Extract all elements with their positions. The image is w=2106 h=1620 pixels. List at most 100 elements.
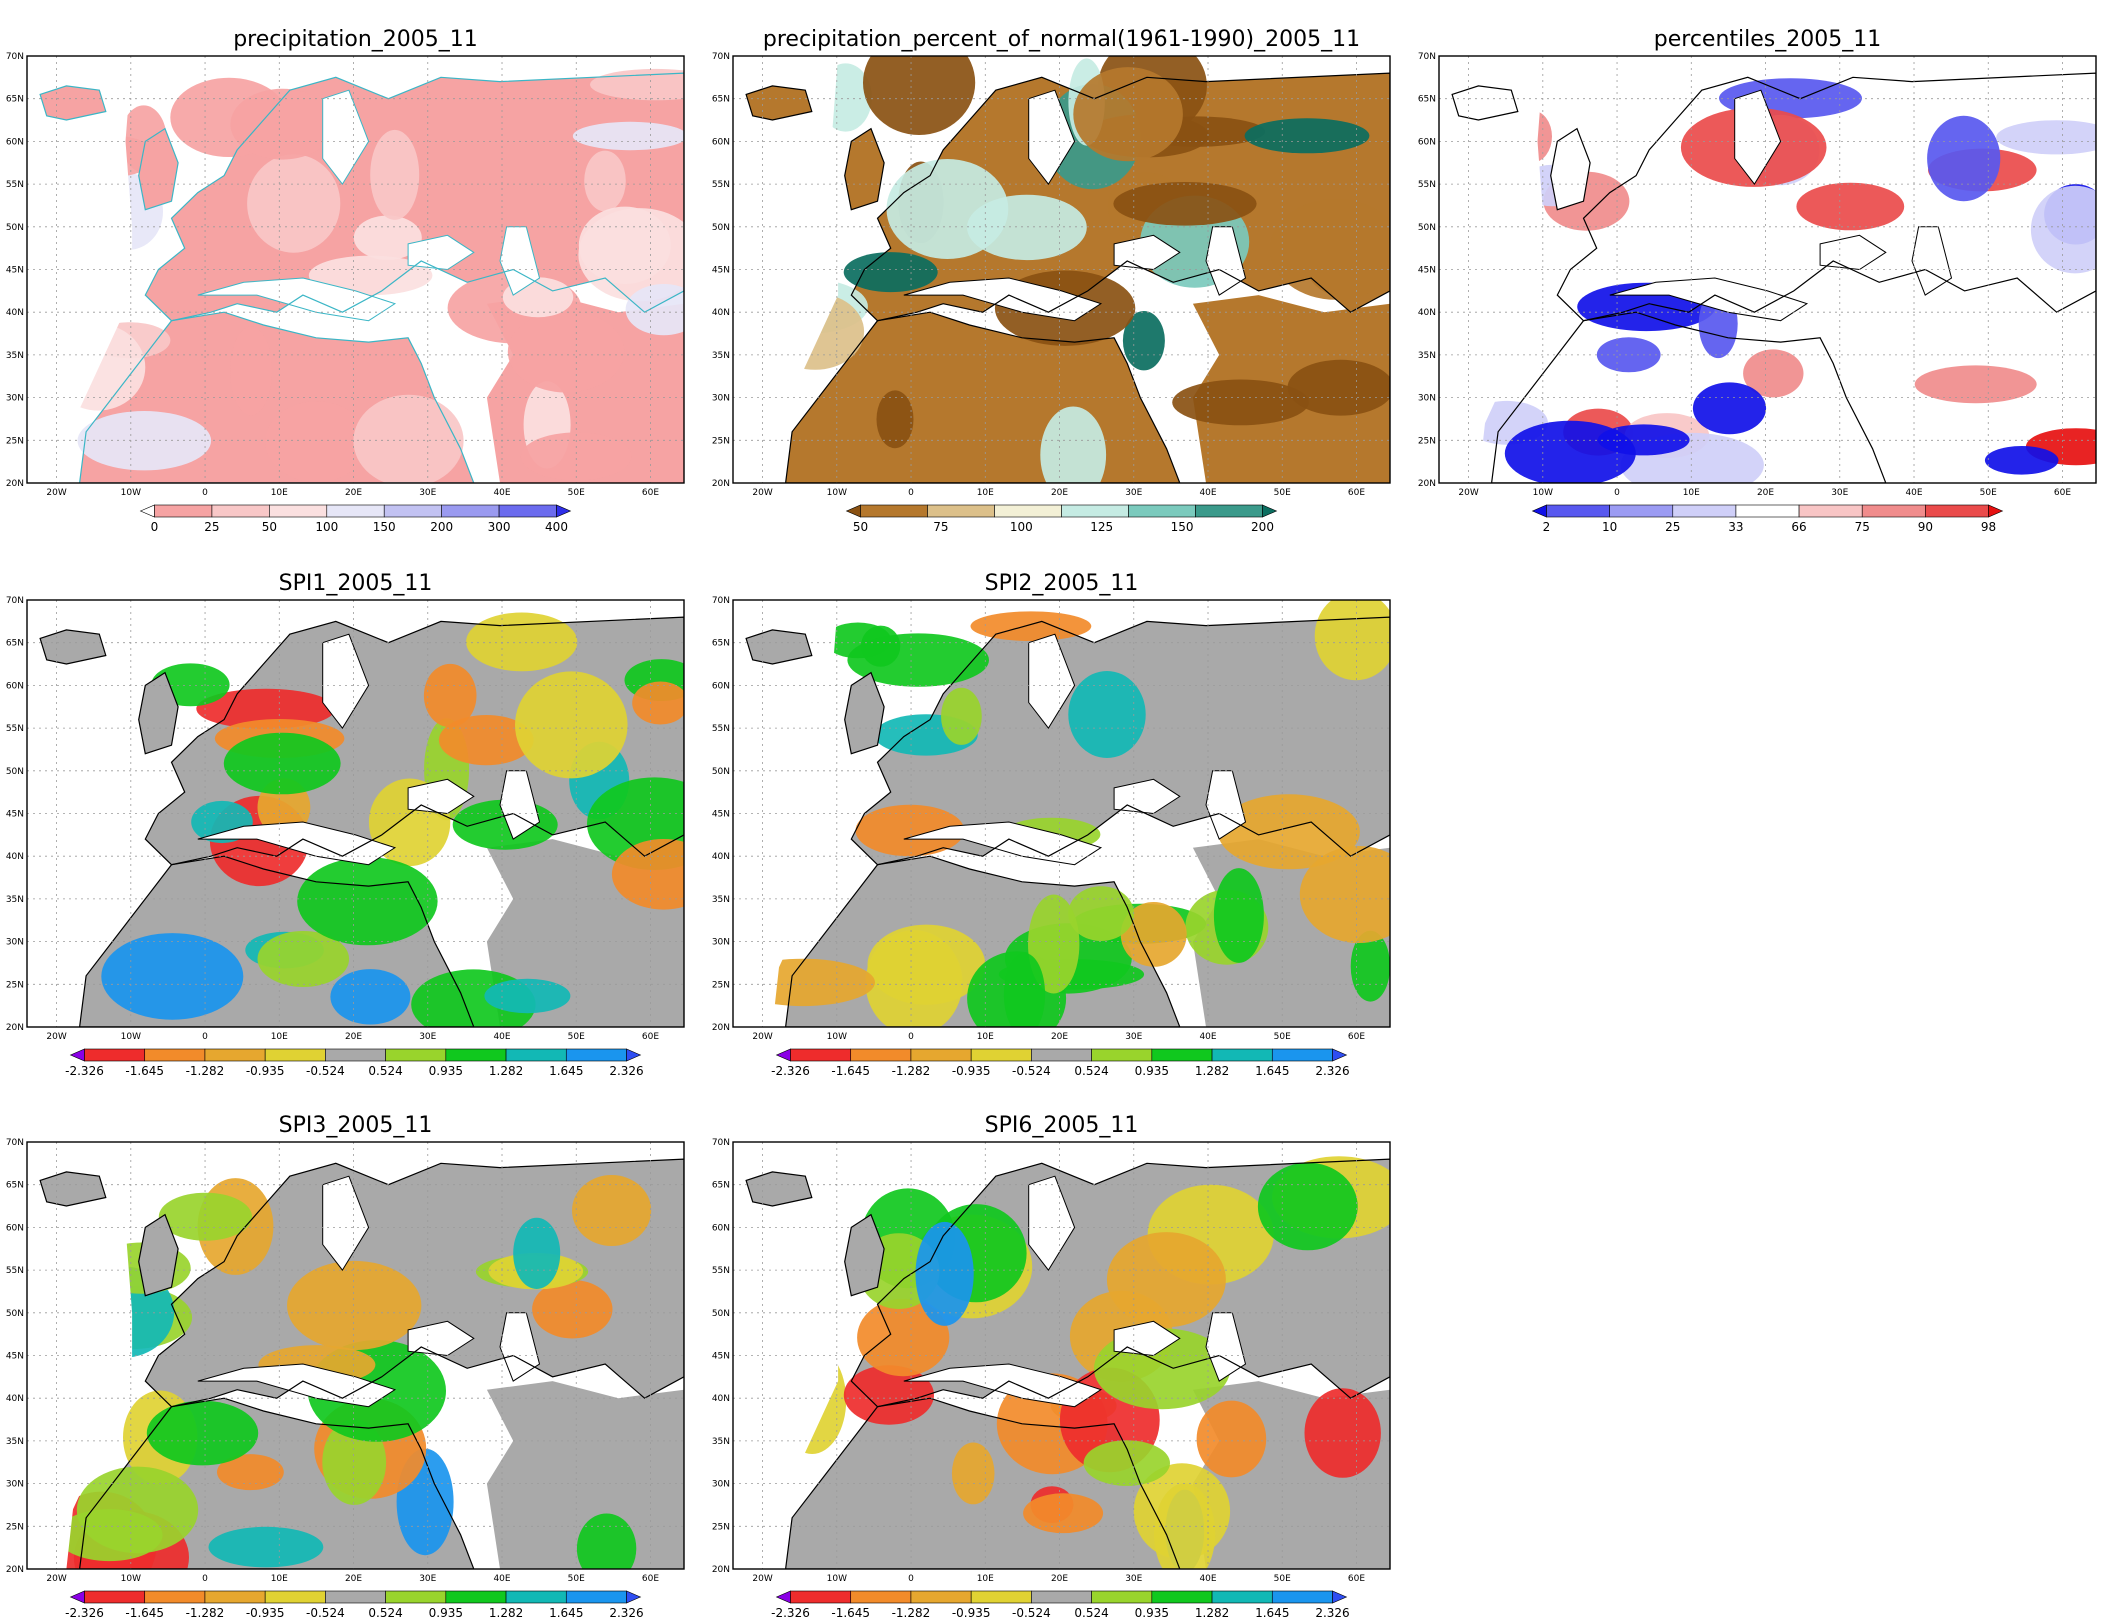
lat-tick-label: 45N	[6, 810, 24, 820]
colorbar-label: 33	[1728, 520, 1743, 534]
lat-tick-label: 20N	[6, 1023, 24, 1033]
lat-tick-label: 35N	[1418, 351, 1436, 361]
colorbar-swatch	[264, 1048, 326, 1062]
colorbar-swatch	[1091, 1048, 1153, 1062]
map-frame	[732, 599, 1391, 1028]
colorbar-swatch	[1211, 1048, 1273, 1062]
lat-tick-label: 20N	[712, 479, 730, 489]
colorbar-swatch	[1861, 504, 1926, 518]
lon-tick-label: 60E	[1348, 1032, 1365, 1042]
map-frame	[732, 1141, 1391, 1570]
colorbar-swatch	[1195, 504, 1263, 518]
colorbar-swatch	[441, 504, 500, 518]
colorbar-swatch	[264, 1590, 326, 1604]
lon-tick-label: 30E	[1125, 1032, 1142, 1042]
lat-tick-label: 55N	[712, 180, 730, 190]
colorbar-label: -0.935	[246, 1606, 285, 1620]
colorbar-label: 0.524	[368, 1064, 402, 1078]
lat-tick-label: 30N	[6, 938, 24, 948]
colorbar-swatch	[1271, 1590, 1333, 1604]
colorbar-swatch	[565, 1590, 627, 1604]
lat-tick-label: 50N	[6, 767, 24, 777]
colorbar-swatch	[565, 1048, 627, 1062]
lat-tick-label: 35N	[6, 895, 24, 905]
lat-tick-label: 30N	[6, 394, 24, 404]
colorbar-swatch	[790, 1048, 852, 1062]
map-frame	[26, 599, 685, 1028]
colorbar: 50 75 100 125 150 200	[845, 504, 1278, 534]
lat-tick-label: 30N	[712, 394, 730, 404]
colorbar-label: 25	[1665, 520, 1680, 534]
lon-tick-label: 40E	[1905, 488, 1922, 498]
lat-tick-label: 20N	[1418, 479, 1436, 489]
colorbar-swatch	[445, 1590, 507, 1604]
lat-tick-label: 60N	[6, 1223, 24, 1233]
colorbar-label: 90	[1918, 520, 1933, 534]
colorbar-label: 75	[1855, 520, 1870, 534]
lon-tick-label: 20W	[46, 488, 66, 498]
colorbar: -2.326 -1.645 -1.282 -0.935 -0.524 0.524 0.935…	[771, 1590, 1350, 1620]
colorbar-label: -1.282	[186, 1064, 225, 1078]
colorbar-swatch	[385, 1048, 447, 1062]
lon-tick-label: 10E	[271, 488, 288, 498]
colorbar-label: 2.326	[609, 1606, 643, 1620]
lat-tick-label: 55N	[1418, 180, 1436, 190]
colorbar-arrow-high	[626, 1048, 642, 1062]
lon-tick-label: 0	[908, 488, 914, 498]
colorbar-swatch	[1061, 504, 1129, 518]
panel-title: precipitation_2005_11	[233, 27, 478, 52]
colorbar-swatch	[498, 504, 557, 518]
lat-tick-label: 55N	[6, 1266, 24, 1276]
lat-tick-label: 25N	[712, 436, 730, 446]
colorbar-swatch	[204, 1590, 266, 1604]
map-field	[1439, 56, 2096, 483]
colorbar-label: 200	[1251, 520, 1274, 534]
lon-tick-label: 30E	[1125, 488, 1142, 498]
colorbar-arrow-low	[1531, 504, 1547, 518]
lat-tick-label: 40N	[712, 1394, 730, 1404]
lon-tick-label: 50E	[1274, 1574, 1291, 1584]
colorbar-swatch	[1798, 504, 1863, 518]
lon-tick-label: 30E	[419, 1032, 436, 1042]
colorbar-label: -2.326	[771, 1606, 810, 1620]
colorbar-arrow-low	[775, 1590, 791, 1604]
lon-tick-label: 10W	[121, 1574, 141, 1584]
colorbar-swatch	[1031, 1048, 1092, 1062]
colorbar-arrow-high	[1332, 1048, 1348, 1062]
colorbar-label: -1.282	[892, 1606, 931, 1620]
colorbar-swatch	[505, 1590, 567, 1604]
panel-title: precipitation_percent_of_normal(1961-199…	[763, 27, 1360, 52]
colorbar-swatch	[505, 1048, 567, 1062]
lon-tick-label: 60E	[642, 488, 659, 498]
map-frame	[732, 55, 1391, 484]
lat-tick-label: 60N	[712, 681, 730, 691]
map-field	[733, 600, 1390, 1027]
lon-tick-label: 0	[908, 1574, 914, 1584]
colorbar-label: -1.645	[125, 1064, 164, 1078]
colorbar-swatch	[1735, 504, 1800, 518]
colorbar-label: 2.326	[609, 1064, 643, 1078]
colorbar-label: 10	[1602, 520, 1617, 534]
lon-tick-label: 50E	[568, 1574, 585, 1584]
lat-tick-label: 45N	[712, 266, 730, 276]
lat-tick-label: 50N	[712, 223, 730, 233]
lat-tick-label: 35N	[6, 351, 24, 361]
colorbar-label: 0.935	[429, 1064, 463, 1078]
lat-tick-label: 45N	[712, 810, 730, 820]
lon-tick-label: 20E	[1757, 488, 1774, 498]
lon-tick-label: 60E	[2054, 488, 2071, 498]
colorbar-label: 66	[1791, 520, 1806, 534]
colorbar-arrow-low	[775, 1048, 791, 1062]
colorbar-swatch	[1609, 504, 1674, 518]
lat-tick-label: 35N	[6, 1437, 24, 1447]
colorbar-swatch	[1546, 504, 1610, 518]
lat-tick-label: 50N	[6, 223, 24, 233]
lat-tick-label: 65N	[6, 95, 24, 105]
colorbar-label: 25	[204, 520, 219, 534]
colorbar-swatch	[1091, 1590, 1153, 1604]
lon-tick-label: 40E	[1199, 1032, 1216, 1042]
lat-tick-label: 45N	[712, 1352, 730, 1362]
lon-tick-label: 20W	[752, 1032, 772, 1042]
colorbar-label: 0.935	[1135, 1606, 1169, 1620]
